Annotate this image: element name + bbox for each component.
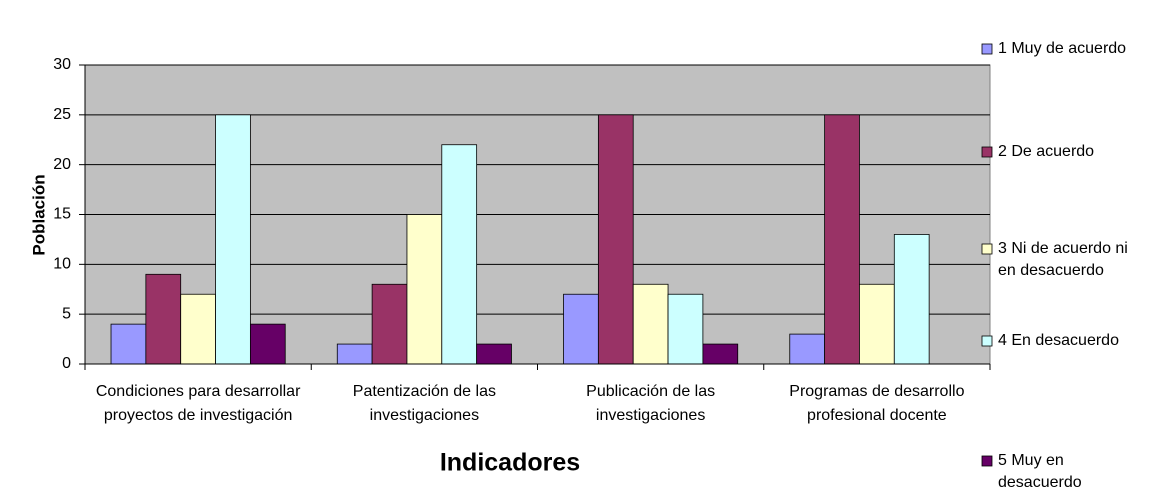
y-tick-label: 20 xyxy=(53,156,71,173)
bar xyxy=(632,283,669,365)
x-tick-label: Condiciones para desarrollar proyectos d… xyxy=(95,383,301,424)
bar xyxy=(336,343,373,365)
bar xyxy=(476,343,512,365)
y-tick-label: 25 xyxy=(53,106,71,123)
x-axis-label: Indicadores xyxy=(440,449,580,475)
y-tick-label: 15 xyxy=(53,206,71,223)
x-tick-label: Patentización de las investigaciones xyxy=(352,383,496,424)
legend-swatch xyxy=(981,243,993,255)
chart: Población Indicadores 0 5 10 15 20 25 30 xyxy=(29,43,993,475)
y-tick-label: 30 xyxy=(53,56,71,73)
legend-label: 5 Muy en desacuerdo xyxy=(998,452,1082,491)
x-tick-label: Publicación de las investigaciones xyxy=(586,383,716,424)
bar xyxy=(789,333,826,365)
bar xyxy=(859,283,895,365)
legend-label: 2 De acuerdo xyxy=(998,143,1095,160)
y-tick-label: 10 xyxy=(53,256,71,273)
bar xyxy=(893,234,930,365)
bar xyxy=(249,323,286,365)
legend-swatch xyxy=(981,335,993,347)
legend-label: 1 Muy de acuerdo xyxy=(998,40,1127,57)
legend-label: 3 Ni de acuerdo ni en desacuerdo xyxy=(998,240,1128,279)
bar xyxy=(667,293,704,365)
bar xyxy=(180,293,216,365)
y-axis-label: Población xyxy=(29,174,48,255)
bar xyxy=(145,273,182,365)
legend-swatch xyxy=(981,455,993,467)
bar xyxy=(406,214,443,365)
bar xyxy=(597,114,634,365)
legend-swatch xyxy=(981,43,993,55)
bar xyxy=(215,114,251,365)
bar xyxy=(702,343,739,365)
bar xyxy=(824,114,860,365)
legend-swatch xyxy=(981,146,993,158)
legend-label: 4 En desacuerdo xyxy=(998,332,1119,349)
bar xyxy=(371,283,408,365)
y-tick-label: 0 xyxy=(62,355,71,372)
y-tick-label: 5 xyxy=(62,305,71,322)
bar xyxy=(441,144,478,365)
bar xyxy=(110,323,147,365)
x-tick-label: Programas de desarrollo profesional doce… xyxy=(789,383,965,424)
bar xyxy=(563,293,599,365)
page: {"chart_data": {"type": "bar", "x_label"… xyxy=(29,40,1128,491)
